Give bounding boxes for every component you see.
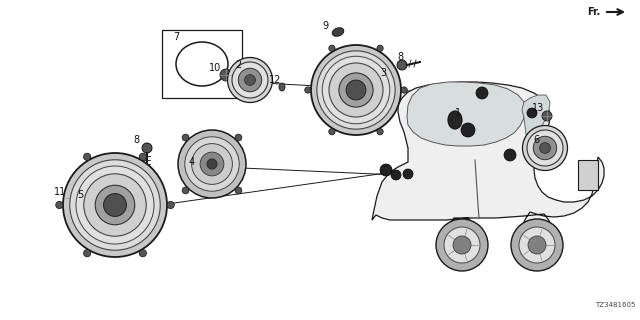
Circle shape bbox=[504, 149, 516, 161]
Circle shape bbox=[377, 45, 383, 52]
Circle shape bbox=[235, 134, 242, 141]
Circle shape bbox=[329, 63, 383, 117]
Circle shape bbox=[436, 219, 488, 271]
Text: 8: 8 bbox=[133, 135, 139, 145]
Text: 1: 1 bbox=[455, 108, 461, 118]
Circle shape bbox=[401, 87, 407, 93]
Polygon shape bbox=[372, 82, 604, 257]
Circle shape bbox=[397, 60, 407, 70]
Circle shape bbox=[76, 166, 154, 244]
Circle shape bbox=[527, 130, 563, 166]
Circle shape bbox=[167, 201, 174, 209]
Text: 3: 3 bbox=[380, 68, 386, 78]
Circle shape bbox=[476, 87, 488, 99]
Circle shape bbox=[391, 170, 401, 180]
Circle shape bbox=[227, 58, 273, 102]
Circle shape bbox=[95, 185, 135, 225]
Circle shape bbox=[305, 87, 311, 93]
Text: 10: 10 bbox=[209, 63, 221, 73]
Text: Fr.: Fr. bbox=[587, 7, 600, 17]
Circle shape bbox=[323, 56, 390, 124]
Text: 4: 4 bbox=[189, 157, 195, 167]
Circle shape bbox=[200, 152, 224, 176]
Circle shape bbox=[542, 111, 552, 121]
Circle shape bbox=[444, 227, 480, 263]
Circle shape bbox=[56, 201, 63, 209]
Circle shape bbox=[511, 219, 563, 271]
Circle shape bbox=[139, 153, 147, 160]
Circle shape bbox=[84, 174, 146, 236]
Text: TZ3481605: TZ3481605 bbox=[595, 302, 635, 308]
Circle shape bbox=[311, 45, 401, 135]
Circle shape bbox=[191, 144, 232, 184]
Circle shape bbox=[377, 129, 383, 135]
Circle shape bbox=[461, 123, 475, 137]
Ellipse shape bbox=[279, 83, 285, 91]
Bar bbox=[162, 30, 242, 98]
Circle shape bbox=[66, 192, 78, 204]
Circle shape bbox=[380, 164, 392, 176]
Circle shape bbox=[232, 62, 268, 98]
Text: 8: 8 bbox=[397, 52, 403, 62]
Circle shape bbox=[84, 250, 91, 257]
Circle shape bbox=[182, 187, 189, 194]
Circle shape bbox=[244, 75, 255, 85]
Circle shape bbox=[533, 136, 557, 160]
Circle shape bbox=[453, 236, 471, 254]
Circle shape bbox=[540, 143, 550, 153]
Circle shape bbox=[528, 236, 546, 254]
Text: 7: 7 bbox=[173, 32, 179, 42]
Text: 2: 2 bbox=[235, 60, 241, 70]
Circle shape bbox=[329, 129, 335, 135]
Text: 11: 11 bbox=[54, 187, 66, 197]
Circle shape bbox=[527, 108, 537, 118]
Text: 5: 5 bbox=[77, 190, 83, 200]
Text: 6: 6 bbox=[533, 135, 539, 145]
Circle shape bbox=[207, 159, 217, 169]
Circle shape bbox=[317, 51, 395, 129]
Circle shape bbox=[142, 143, 152, 153]
Circle shape bbox=[403, 169, 413, 179]
Polygon shape bbox=[407, 82, 526, 146]
Circle shape bbox=[185, 137, 239, 191]
Circle shape bbox=[182, 134, 189, 141]
Circle shape bbox=[519, 227, 555, 263]
Circle shape bbox=[329, 45, 335, 52]
Circle shape bbox=[70, 160, 160, 250]
Bar bbox=[578, 160, 598, 190]
Text: 9: 9 bbox=[322, 21, 328, 31]
Circle shape bbox=[63, 153, 167, 257]
Circle shape bbox=[104, 194, 127, 216]
Text: 13: 13 bbox=[532, 103, 544, 113]
Circle shape bbox=[522, 125, 568, 171]
Ellipse shape bbox=[332, 28, 344, 36]
Circle shape bbox=[235, 187, 242, 194]
Text: 12: 12 bbox=[269, 75, 281, 85]
Ellipse shape bbox=[448, 111, 462, 129]
Circle shape bbox=[339, 73, 373, 107]
Polygon shape bbox=[522, 95, 550, 150]
Circle shape bbox=[220, 69, 232, 81]
Circle shape bbox=[346, 80, 366, 100]
Circle shape bbox=[178, 130, 246, 198]
Circle shape bbox=[84, 153, 91, 160]
Circle shape bbox=[139, 250, 147, 257]
Circle shape bbox=[238, 68, 262, 92]
